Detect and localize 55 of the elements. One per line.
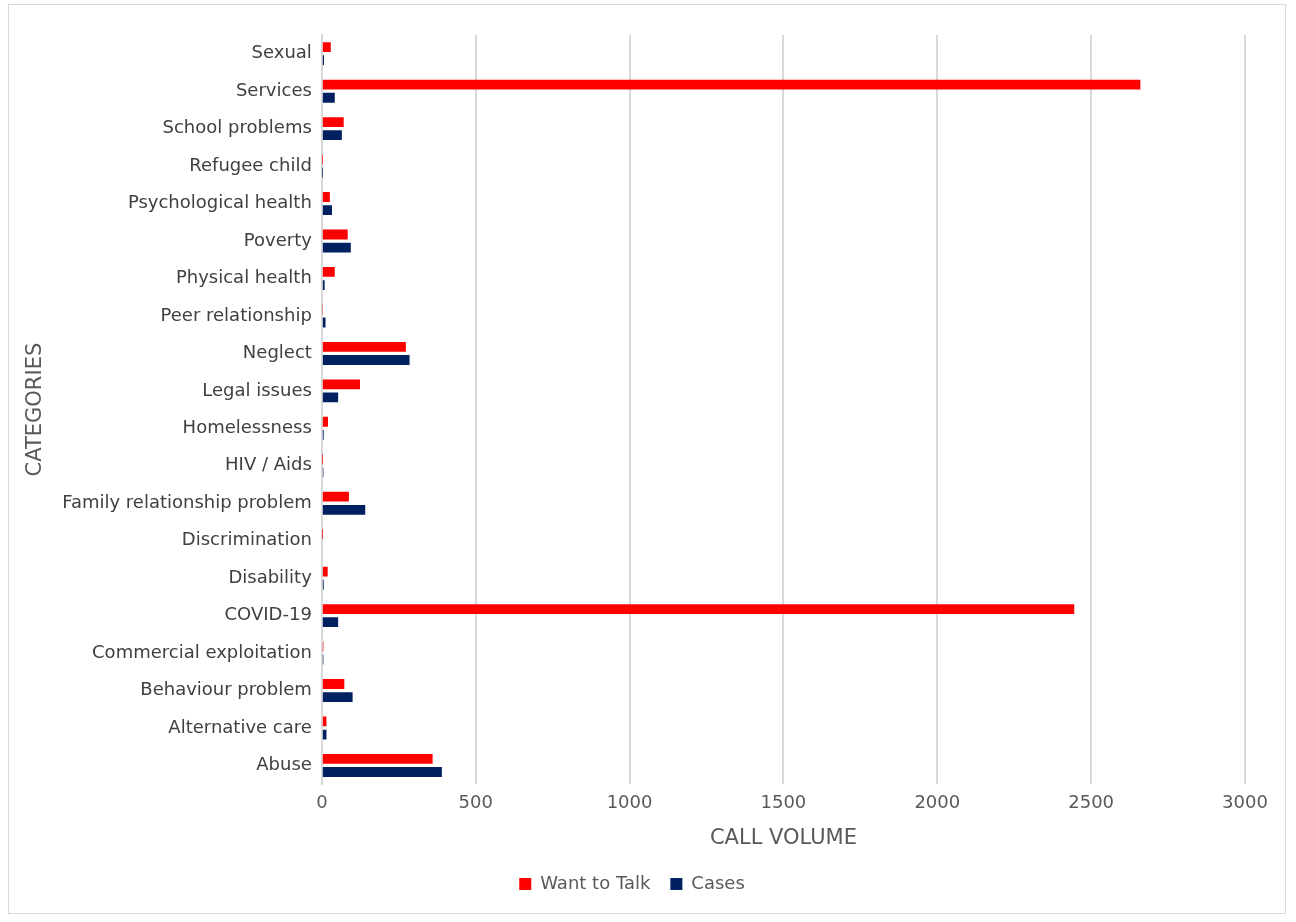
y-tick-label: Family relationship problem [62, 490, 312, 512]
y-axis-title: CATEGORIES [22, 342, 47, 477]
bar [322, 355, 410, 365]
y-tick-label: Poverty [243, 228, 313, 250]
y-tick-label: Legal issues [202, 378, 312, 400]
bar [322, 617, 339, 628]
bar [322, 341, 406, 352]
y-tick-label: School problems [162, 116, 312, 138]
y-tick-label: Services [235, 78, 312, 100]
bar [322, 117, 344, 128]
y-tick-label: Alternative care [168, 715, 312, 737]
legend-label: Want to Talk [540, 871, 651, 893]
bar [322, 566, 328, 577]
bar [322, 92, 335, 103]
y-tick-label: HIV / Aids [225, 453, 312, 475]
y-tick-label: Abuse [256, 753, 312, 775]
y-tick-label: Refugee child [189, 153, 312, 175]
y-tick-label: Physical health [175, 266, 312, 288]
y-tick-label: Behaviour problem [140, 678, 312, 700]
bar [322, 205, 332, 216]
x-tick-label: 2000 [914, 790, 961, 812]
bar [322, 130, 342, 141]
y-tick-label: Commercial exploitation [92, 640, 312, 662]
bar [322, 317, 326, 328]
y-tick-label: Neglect [242, 341, 312, 363]
y-tick-label: Sexual [251, 41, 312, 63]
bar [322, 42, 331, 53]
legend-label: Cases [691, 871, 745, 893]
x-axis-title: CALL VOLUME [709, 824, 857, 849]
y-tick-label: COVID-19 [224, 603, 312, 625]
x-tick-label: 1500 [760, 790, 807, 812]
bar [322, 604, 1075, 614]
y-tick-label: Disability [228, 565, 313, 587]
x-tick-label: 1000 [606, 790, 653, 812]
x-tick-label: 2500 [1068, 790, 1115, 812]
x-tick-label: 3000 [1222, 790, 1268, 812]
y-tick-label: Homelessness [182, 416, 312, 437]
x-tick-label: 500 [458, 790, 493, 812]
bar [322, 379, 360, 390]
bar [322, 242, 351, 253]
bar [322, 491, 349, 502]
bar [322, 416, 328, 427]
bar [322, 229, 348, 240]
bar [322, 692, 353, 703]
y-tick-label: Discrimination [181, 528, 312, 550]
bar [322, 267, 335, 277]
bar [322, 79, 1141, 90]
bar [322, 679, 345, 689]
y-tick-label: Psychological health [127, 191, 312, 213]
y-tick-label: Peer relationship [160, 303, 312, 325]
bar [322, 767, 442, 777]
bar [322, 754, 433, 764]
x-tick-label: 0 [316, 790, 328, 812]
bar [322, 192, 330, 202]
bar [322, 504, 366, 515]
